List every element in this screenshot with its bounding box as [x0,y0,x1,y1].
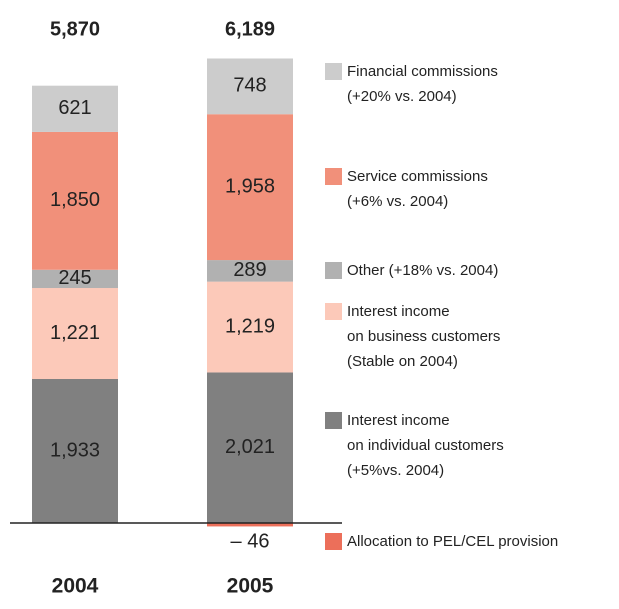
bar-segment [207,372,293,523]
legend-label: Interest income on individual customers … [347,412,504,479]
data-label: 748 [233,75,266,97]
bar-segment [207,523,293,527]
bar-segment [32,269,118,289]
data-label: 1,219 [225,315,275,337]
data-label: 2,021 [225,436,275,458]
legend-label: Allocation to PEL/CEL provision [347,533,559,550]
legend-swatch [325,168,342,185]
data-label: 1,933 [50,439,100,461]
bar-segment [207,281,293,373]
bar-segment [32,131,118,270]
bar-segment [207,114,293,261]
x-tick-label: 2005 [227,575,274,598]
legend-label: Other (+18% vs. 2004) [347,262,499,279]
total-label: 6,189 [225,18,275,40]
data-label: 621 [58,97,91,119]
data-label: 1,221 [50,322,100,344]
data-label: 289 [233,259,266,281]
data-label: – 46 [231,531,270,553]
legend-swatch [325,412,342,429]
data-label: 1,850 [50,189,100,211]
total-label: 5,870 [50,18,100,40]
legend-swatch [325,533,342,550]
x-tick-label: 2004 [52,575,99,598]
legend-swatch [325,303,342,320]
legend-swatch [325,63,342,80]
legend-label: Service commissions (+6% vs. 2004) [347,168,488,210]
bar-segment [32,85,118,132]
legend-swatch [325,262,342,279]
data-label: 245 [58,267,91,289]
bar-segment [32,378,118,523]
legend-label: Interest income on business customers (S… [347,303,501,370]
bar-segment [207,58,293,115]
legend-label: Financial commissions (+20% vs. 2004) [347,63,498,105]
bar-segment [32,288,118,379]
bar-segment [207,260,293,282]
data-label: 1,958 [225,175,275,197]
